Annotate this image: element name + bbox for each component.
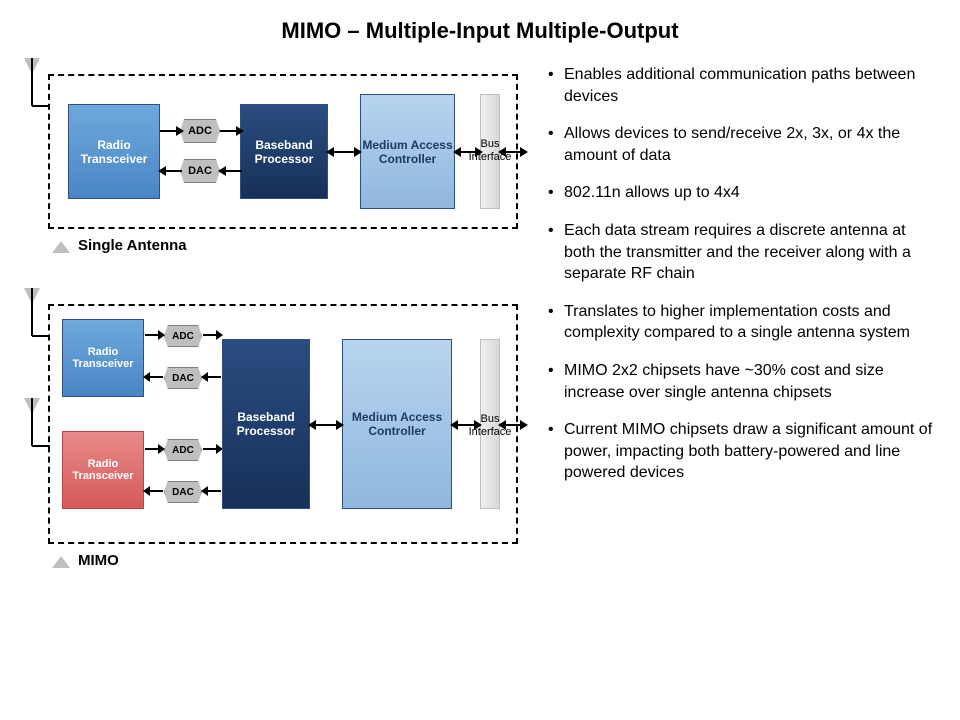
adc-label: ADC (188, 125, 212, 137)
diagrams-column: Radio Transceiver ADC DAC Baseband Proce… (10, 64, 530, 569)
arrow (143, 328, 165, 347)
arrow (201, 370, 223, 389)
arrow (201, 328, 223, 347)
mac-controller: Medium Access Controller (342, 339, 452, 509)
arrow (201, 442, 223, 461)
bullets-column: Enables additional communication paths b… (530, 64, 940, 569)
adc-block: ADC (164, 325, 202, 347)
radio-transceiver-2: Radio Transceiver (62, 431, 144, 509)
arrow (450, 417, 482, 438)
baseband-label: Baseband Processor (241, 138, 327, 166)
adc-block: ADC (164, 439, 202, 461)
adc-block: ADC (180, 119, 220, 143)
bullet-item: 802.11n allows up to 4x4 (546, 182, 940, 204)
dac-block: DAC (164, 481, 202, 503)
antenna-icon (16, 286, 50, 346)
triangle-icon (50, 239, 72, 260)
adc-label: ADC (172, 445, 194, 456)
arrow (308, 417, 344, 438)
radio-label: Radio Transceiver (63, 346, 143, 370)
bullet-list: Enables additional communication paths b… (546, 64, 940, 484)
arrow (326, 144, 362, 165)
dac-label: DAC (188, 165, 212, 177)
arrow (453, 144, 483, 165)
arrow (158, 163, 184, 184)
radio-transceiver-1: Radio Transceiver (62, 319, 144, 397)
antenna-icon (16, 396, 50, 456)
dac-label: DAC (172, 487, 194, 498)
triangle-icon (50, 554, 72, 575)
baseband-processor: Baseband Processor (222, 339, 310, 509)
adc-label: ADC (172, 331, 194, 342)
radio-label: Radio Transceiver (63, 458, 143, 482)
radio-transceiver: Radio Transceiver (68, 104, 160, 199)
content-area: Radio Transceiver ADC DAC Baseband Proce… (0, 44, 960, 569)
arrow (143, 370, 165, 389)
arrow (143, 442, 165, 461)
mac-label: Medium Access Controller (343, 410, 451, 438)
arrow (218, 163, 244, 184)
baseband-processor: Baseband Processor (240, 104, 328, 199)
antenna-icon (16, 56, 50, 116)
single-antenna-label: Single Antenna (78, 237, 187, 254)
bullet-item: MIMO 2x2 chipsets have ~30% cost and siz… (546, 360, 940, 403)
dac-label: DAC (172, 373, 194, 384)
mac-controller: Medium Access Controller (360, 94, 455, 209)
mimo-label: MIMO (78, 552, 119, 569)
arrow (498, 144, 528, 165)
bullet-item: Allows devices to send/receive 2x, 3x, o… (546, 123, 940, 166)
baseband-label: Baseband Processor (223, 410, 309, 438)
bullet-item: Current MIMO chipsets draw a significant… (546, 419, 940, 484)
arrow (143, 484, 165, 503)
bullet-item: Each data stream requires a discrete ant… (546, 220, 940, 285)
arrow (158, 123, 184, 144)
dac-block: DAC (164, 367, 202, 389)
bullet-item: Enables additional communication paths b… (546, 64, 940, 107)
arrow (201, 484, 223, 503)
bullet-item: Translates to higher implementation cost… (546, 301, 940, 344)
mac-label: Medium Access Controller (361, 138, 454, 166)
arrow (218, 123, 244, 144)
arrow (498, 417, 528, 438)
diagram-single-antenna: Radio Transceiver ADC DAC Baseband Proce… (10, 64, 530, 269)
diagram-mimo: Radio Transceiver Radio Transceiver ADC … (10, 269, 530, 569)
dac-block: DAC (180, 159, 220, 183)
radio-label: Radio Transceiver (69, 138, 159, 166)
page-title: MIMO – Multiple-Input Multiple-Output (0, 0, 960, 44)
